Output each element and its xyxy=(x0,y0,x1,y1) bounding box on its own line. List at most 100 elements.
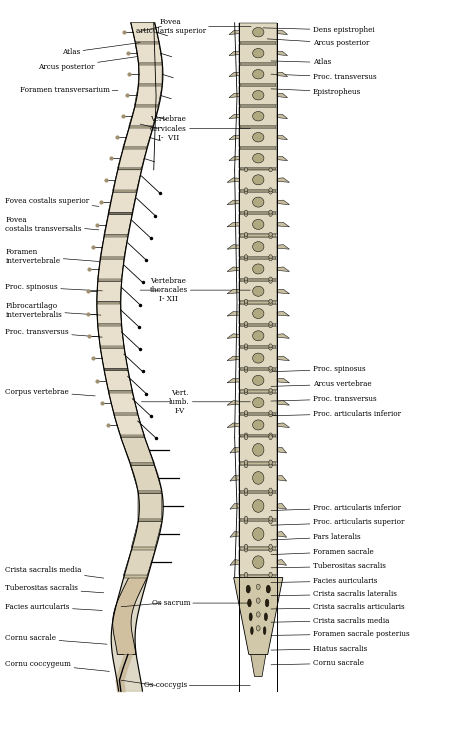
Polygon shape xyxy=(239,170,277,190)
Text: Atlas: Atlas xyxy=(62,43,140,56)
Polygon shape xyxy=(239,465,277,491)
Text: Arcus posterior: Arcus posterior xyxy=(38,57,138,71)
Text: Cornu coccygeum: Cornu coccygeum xyxy=(5,660,109,671)
Polygon shape xyxy=(277,267,290,272)
Text: Facies auricularis: Facies auricularis xyxy=(271,577,377,585)
Ellipse shape xyxy=(253,91,264,100)
Ellipse shape xyxy=(269,188,272,192)
Polygon shape xyxy=(277,475,287,481)
Ellipse shape xyxy=(244,544,248,549)
Polygon shape xyxy=(240,63,276,65)
Ellipse shape xyxy=(244,213,248,216)
Polygon shape xyxy=(124,576,147,578)
Polygon shape xyxy=(277,447,287,453)
Text: Crista sacralis articularis: Crista sacralis articularis xyxy=(271,604,404,612)
Polygon shape xyxy=(240,575,276,578)
Text: Foramen transversarium: Foramen transversarium xyxy=(19,86,118,94)
Text: Foramen sacrale posterius: Foramen sacrale posterius xyxy=(271,630,409,638)
Ellipse shape xyxy=(269,346,272,350)
Ellipse shape xyxy=(269,233,272,236)
Ellipse shape xyxy=(253,308,264,319)
Polygon shape xyxy=(227,378,239,383)
Text: Dens epistrophei: Dens epistrophei xyxy=(263,26,374,34)
Ellipse shape xyxy=(244,413,248,417)
Polygon shape xyxy=(227,400,239,406)
Polygon shape xyxy=(227,178,239,183)
Polygon shape xyxy=(239,214,277,235)
Polygon shape xyxy=(277,200,290,205)
Polygon shape xyxy=(227,423,239,428)
Ellipse shape xyxy=(244,279,248,283)
Polygon shape xyxy=(277,531,287,537)
Ellipse shape xyxy=(244,255,248,259)
Polygon shape xyxy=(240,324,276,326)
Text: Fibrocartilago
intervertebralis: Fibrocartilago intervertebralis xyxy=(5,302,101,319)
Polygon shape xyxy=(230,475,239,481)
Ellipse shape xyxy=(269,277,272,281)
Ellipse shape xyxy=(269,435,272,439)
Polygon shape xyxy=(121,436,144,437)
Polygon shape xyxy=(98,326,124,346)
Polygon shape xyxy=(98,280,121,281)
Polygon shape xyxy=(109,213,132,214)
Polygon shape xyxy=(240,413,276,415)
Ellipse shape xyxy=(253,197,264,207)
Ellipse shape xyxy=(264,627,266,634)
Polygon shape xyxy=(240,146,276,149)
Polygon shape xyxy=(277,311,290,316)
Ellipse shape xyxy=(253,397,264,408)
Ellipse shape xyxy=(244,300,248,303)
Polygon shape xyxy=(227,334,239,339)
Polygon shape xyxy=(240,301,276,303)
Polygon shape xyxy=(138,491,162,493)
Ellipse shape xyxy=(269,213,272,216)
Ellipse shape xyxy=(244,368,248,372)
Ellipse shape xyxy=(253,444,264,456)
Polygon shape xyxy=(277,93,288,98)
Polygon shape xyxy=(114,415,145,436)
Polygon shape xyxy=(277,156,288,160)
Polygon shape xyxy=(123,128,153,147)
Polygon shape xyxy=(227,200,239,205)
Ellipse shape xyxy=(244,573,248,577)
Polygon shape xyxy=(239,348,277,368)
Text: Arcus vertebrae: Arcus vertebrae xyxy=(271,381,371,388)
Polygon shape xyxy=(114,413,137,415)
Polygon shape xyxy=(239,370,277,390)
Polygon shape xyxy=(227,356,239,361)
Ellipse shape xyxy=(269,300,272,303)
Text: Epistropheus: Epistropheus xyxy=(271,88,361,96)
Polygon shape xyxy=(239,493,277,519)
Polygon shape xyxy=(239,415,277,435)
Ellipse shape xyxy=(269,255,272,259)
Ellipse shape xyxy=(253,154,264,163)
Ellipse shape xyxy=(248,599,251,606)
Polygon shape xyxy=(240,491,276,493)
Text: Tuberositas sacralis: Tuberositas sacralis xyxy=(5,584,104,592)
Text: Cornu sacrale: Cornu sacrale xyxy=(271,659,364,668)
Ellipse shape xyxy=(269,491,272,496)
Ellipse shape xyxy=(244,433,248,437)
Polygon shape xyxy=(277,72,288,77)
Polygon shape xyxy=(240,279,276,281)
Polygon shape xyxy=(229,135,239,140)
Polygon shape xyxy=(229,72,239,77)
Polygon shape xyxy=(251,654,266,676)
Ellipse shape xyxy=(244,391,248,394)
Ellipse shape xyxy=(249,613,252,620)
Polygon shape xyxy=(129,107,158,126)
Polygon shape xyxy=(240,190,276,192)
Ellipse shape xyxy=(253,27,264,37)
Polygon shape xyxy=(109,392,138,413)
Text: Fovea
costalis transversalis: Fovea costalis transversalis xyxy=(5,216,99,233)
Polygon shape xyxy=(229,52,239,55)
Text: Tuberositas sacralis: Tuberositas sacralis xyxy=(271,562,385,570)
Text: Crista sacralis lateralis: Crista sacralis lateralis xyxy=(271,590,396,598)
Ellipse shape xyxy=(269,463,272,468)
Ellipse shape xyxy=(244,389,248,392)
Polygon shape xyxy=(239,303,277,324)
Ellipse shape xyxy=(269,391,272,394)
Text: Atlas: Atlas xyxy=(271,58,331,66)
Ellipse shape xyxy=(253,241,264,252)
Ellipse shape xyxy=(246,585,250,593)
